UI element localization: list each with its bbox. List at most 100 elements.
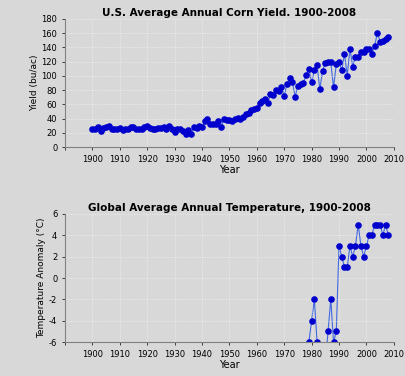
Point [171, 129, 177, 135]
Point [166, 123, 172, 129]
Point [310, 67, 317, 73]
Point [196, 123, 202, 129]
Point [146, 125, 153, 131]
Point [174, 126, 180, 132]
Point [261, 96, 268, 102]
Point [354, 53, 360, 59]
Point [376, 221, 382, 227]
Point [357, 243, 363, 249]
Point [305, 67, 311, 73]
Point [239, 114, 246, 120]
Point [152, 126, 158, 132]
Point [362, 243, 369, 249]
Point [97, 128, 104, 134]
X-axis label: Year: Year [219, 165, 239, 175]
Point [204, 115, 210, 121]
Point [111, 126, 117, 132]
Point [313, 339, 320, 345]
Point [141, 124, 147, 130]
Point [102, 124, 109, 130]
Point [379, 232, 385, 238]
Point [198, 124, 205, 130]
Point [321, 361, 328, 367]
Point [237, 116, 243, 122]
Point [329, 84, 336, 90]
Point [324, 329, 330, 335]
Point [376, 39, 382, 45]
Point [215, 118, 221, 124]
Point [365, 46, 371, 52]
Point [253, 105, 260, 111]
Point [245, 110, 251, 116]
Point [242, 111, 248, 117]
Point [149, 126, 156, 132]
Point [335, 243, 341, 249]
Point [188, 131, 194, 137]
Point [343, 73, 350, 79]
Point [92, 126, 98, 132]
Point [368, 232, 374, 238]
Point [163, 126, 169, 132]
Point [144, 123, 150, 129]
Title: Global Average Annual Temperature, 1900-2008: Global Average Annual Temperature, 1900-… [88, 203, 370, 213]
Point [373, 221, 379, 227]
Point [382, 221, 388, 227]
Point [231, 115, 238, 121]
Point [343, 264, 350, 270]
Point [373, 30, 379, 36]
Point [341, 264, 347, 270]
Point [341, 51, 347, 57]
Title: U.S. Average Annual Corn Yield. 1900-2008: U.S. Average Annual Corn Yield. 1900-200… [102, 8, 356, 18]
Point [307, 79, 314, 85]
Point [324, 59, 330, 65]
Point [154, 125, 161, 131]
Point [185, 127, 191, 133]
Point [256, 100, 262, 106]
Point [277, 83, 284, 89]
Point [283, 81, 290, 87]
Point [319, 361, 325, 367]
Point [371, 43, 377, 49]
Point [105, 123, 112, 129]
Point [160, 124, 166, 130]
Point [338, 67, 344, 73]
Point [226, 117, 232, 123]
Point [346, 46, 352, 52]
Point [217, 124, 224, 130]
Point [362, 47, 369, 53]
Point [321, 60, 328, 66]
Point [313, 62, 320, 68]
Point [234, 115, 240, 121]
Point [193, 125, 199, 131]
Point [100, 125, 107, 131]
Point [351, 243, 358, 249]
Point [384, 34, 390, 40]
Point [338, 253, 344, 259]
Point [124, 126, 131, 132]
Point [349, 253, 355, 259]
Point [223, 117, 229, 123]
Point [288, 79, 295, 85]
Point [127, 124, 134, 130]
Point [269, 92, 276, 98]
Point [354, 221, 360, 227]
Point [179, 129, 185, 135]
Point [360, 253, 366, 259]
Point [220, 115, 226, 121]
Point [327, 296, 333, 302]
Point [357, 49, 363, 55]
Point [368, 52, 374, 58]
Point [209, 121, 216, 127]
Point [327, 59, 333, 65]
X-axis label: Year: Year [219, 360, 239, 370]
Point [89, 126, 95, 132]
Point [299, 80, 306, 86]
Point [346, 243, 352, 249]
Point [190, 124, 196, 130]
Point [201, 118, 207, 124]
Y-axis label: Yield (bu/ac): Yield (bu/ac) [30, 55, 38, 111]
Point [176, 126, 183, 132]
Point [113, 126, 120, 132]
Point [305, 339, 311, 345]
Point [384, 232, 390, 238]
